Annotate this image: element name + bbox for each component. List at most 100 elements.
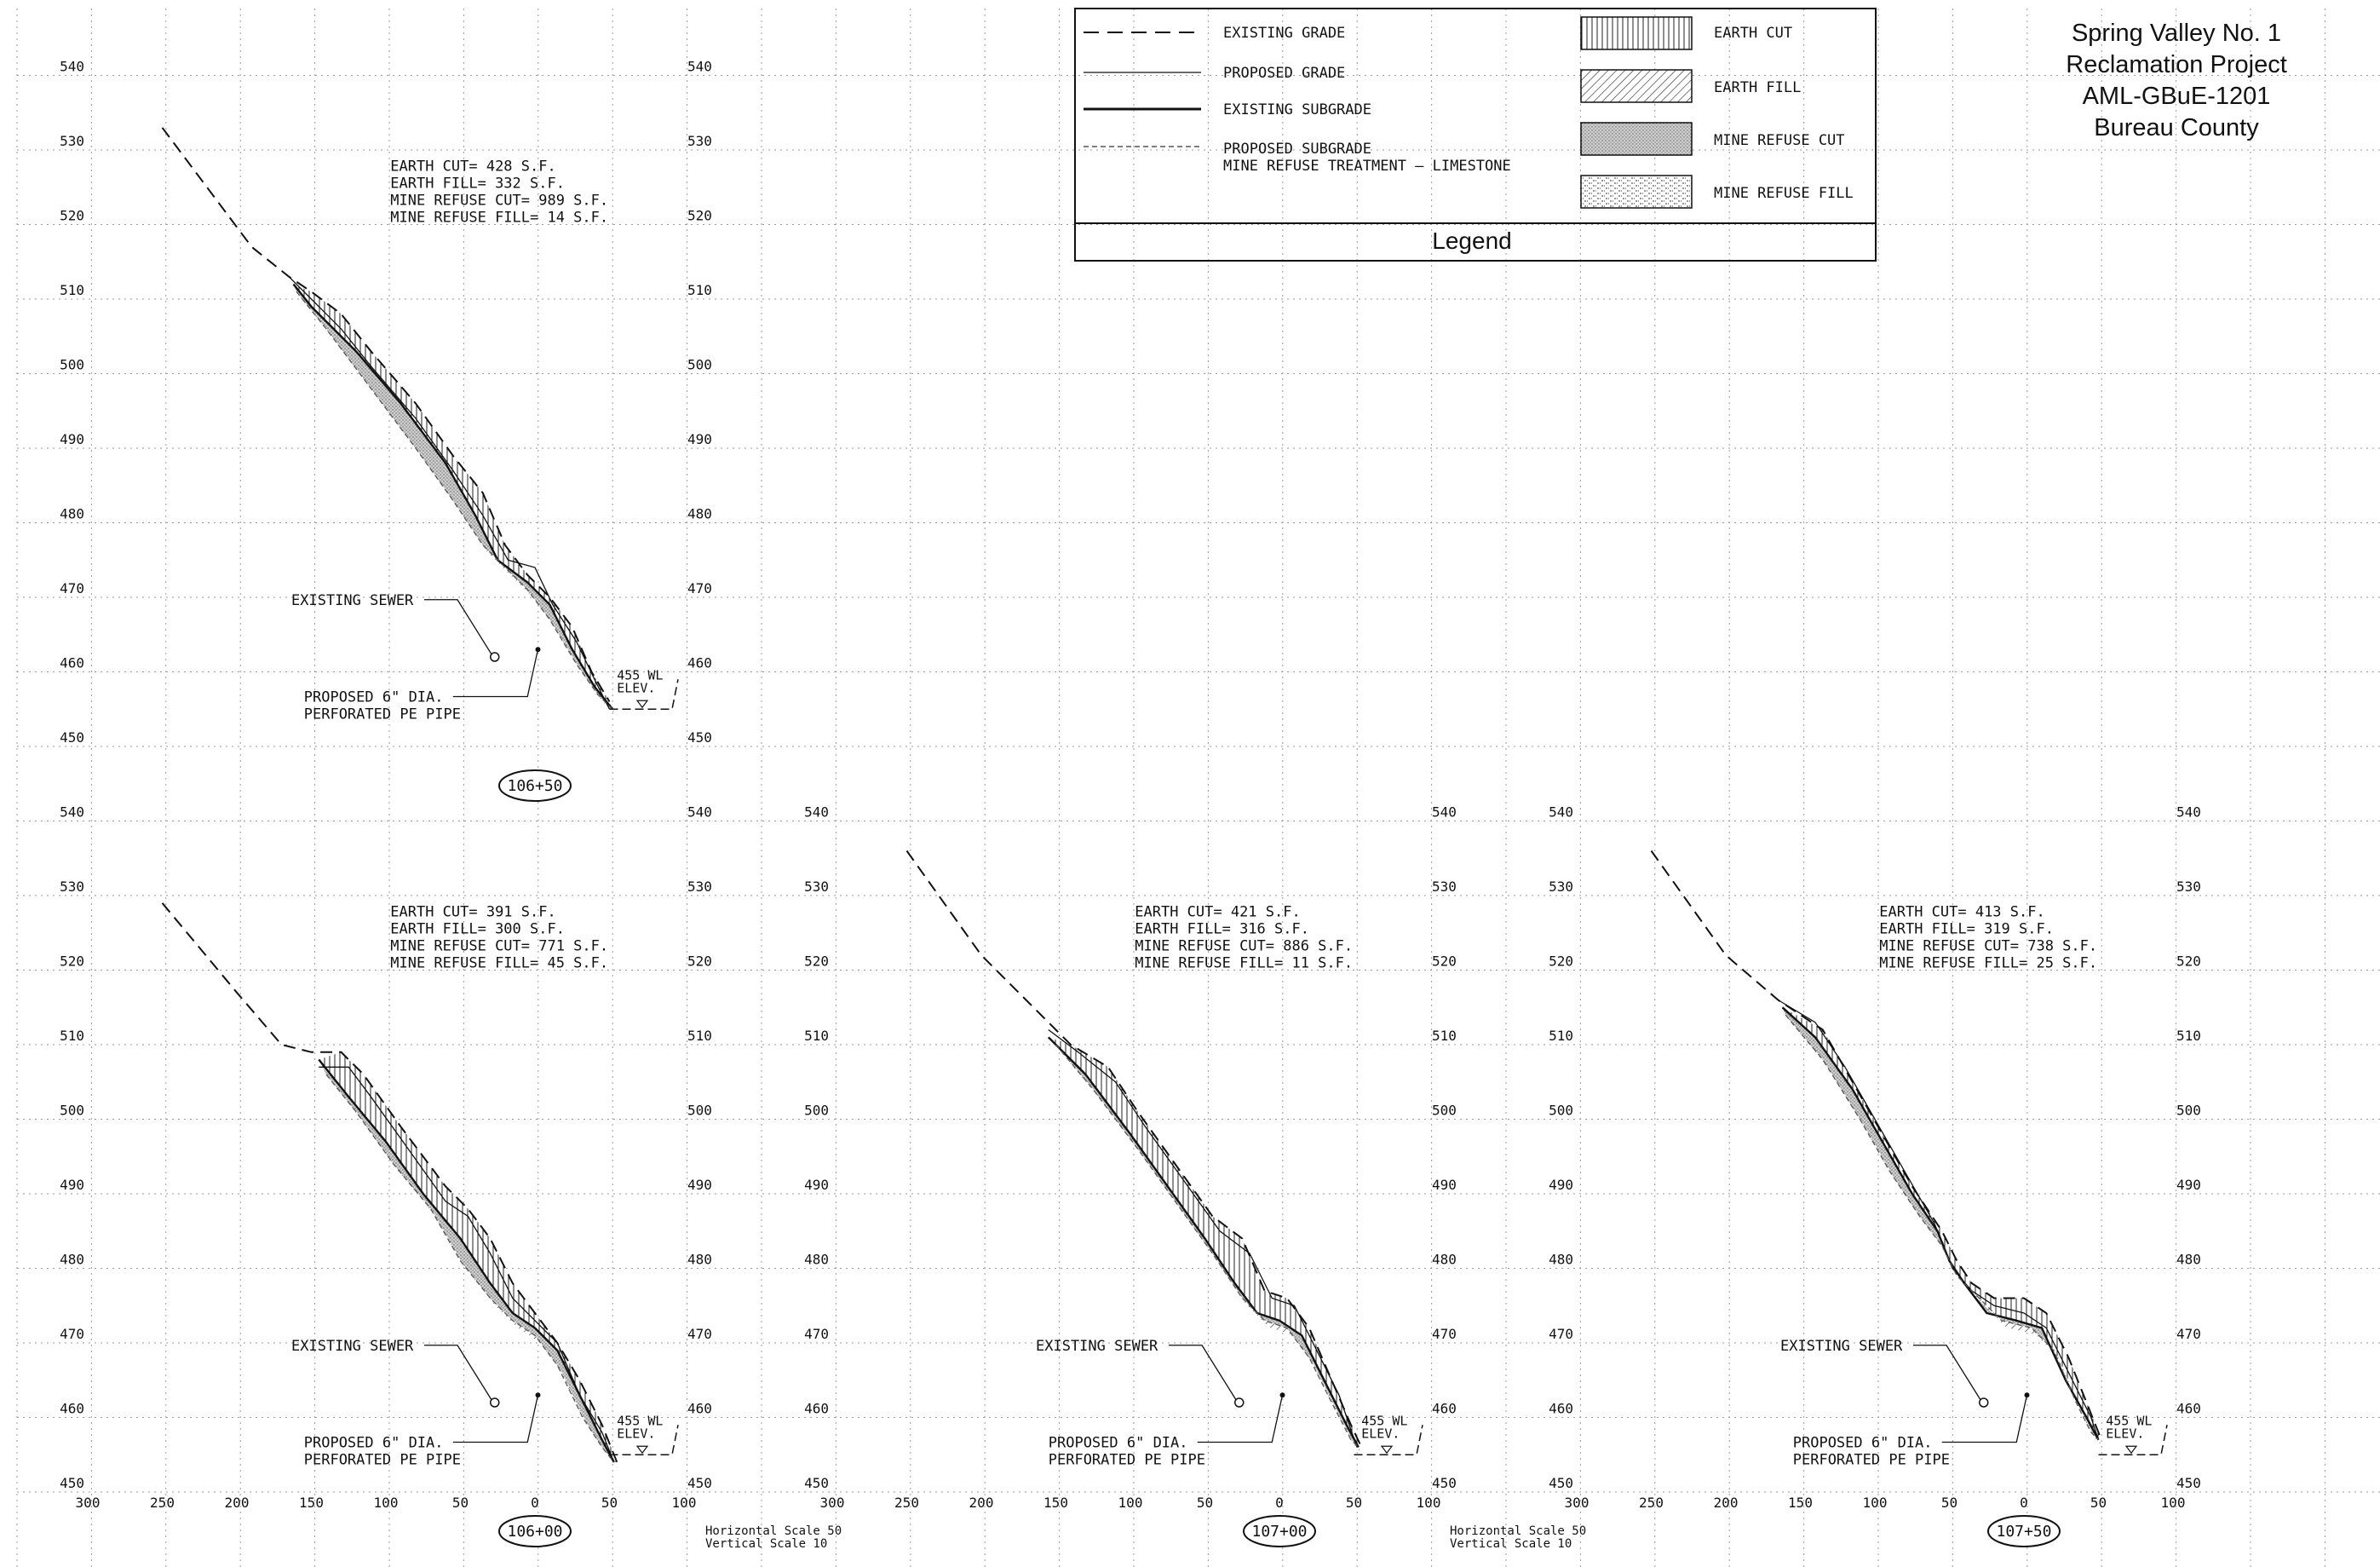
offset-tick-label: 200	[1714, 1495, 1739, 1511]
elevation-tick-label: 450	[1549, 1475, 1573, 1491]
legend-frame	[1074, 8, 1877, 262]
elevation-tick-label: 460	[60, 1401, 84, 1417]
elevation-tick-label: 520	[1432, 953, 1457, 970]
elevation-tick-label: 540	[2176, 804, 2201, 821]
elevation-tick-label: 460	[2176, 1401, 2201, 1417]
existing-grade-line	[905, 850, 1363, 1448]
elevation-tick-label: 540	[1549, 804, 1573, 821]
title-line-3: AML-GBuE-1201	[2083, 83, 2271, 110]
elevation-tick-label: 490	[2176, 1177, 2201, 1193]
water-level-symbol-icon	[635, 1445, 649, 1455]
offset-tick-label: 150	[1043, 1495, 1068, 1511]
mine-refuse-cut-quantity: MINE REFUSE CUT= 771 S.F.	[390, 937, 608, 954]
elevation-tick-label: 500	[1432, 1103, 1457, 1119]
elevation-tick-label: 510	[687, 282, 712, 298]
elevation-tick-label: 450	[2176, 1475, 2201, 1491]
proposed-pipe-label: PROPOSED 6" DIA.	[304, 1435, 444, 1452]
existing-sewer-label: EXISTING SEWER	[291, 592, 414, 609]
offset-tick-label: 0	[531, 1495, 539, 1511]
water-level-line	[609, 679, 679, 710]
elevation-tick-label: 540	[60, 804, 84, 821]
proposed-pipe-marker	[1279, 1392, 1285, 1398]
pipe-leader	[452, 1395, 539, 1443]
elevation-tick-label: 480	[687, 1252, 712, 1268]
existing-sewer-label: EXISTING SEWER	[1036, 1338, 1158, 1355]
elevation-tick-label: 510	[687, 1028, 712, 1044]
pipe-leader	[1197, 1395, 1284, 1443]
vscale-note-1: Vertical Scale 10	[705, 1537, 827, 1551]
earth-cut-area	[319, 1051, 618, 1462]
proposed-pipe-label: PROPOSED 6" DIA.	[304, 689, 444, 706]
station-label: 107+50	[1996, 1523, 2051, 1541]
elevation-tick-label: 530	[1432, 879, 1457, 895]
sewer-leader	[1913, 1345, 1983, 1403]
earth-cut-quantity: EARTH CUT= 428 S.F.	[390, 158, 555, 175]
proposed-pipe-marker	[2024, 1392, 2030, 1398]
elevation-tick-label: 500	[60, 357, 84, 373]
elevation-tick-label: 460	[687, 1401, 712, 1417]
elevation-tick-label: 480	[2176, 1252, 2201, 1268]
earth-fill-area	[1785, 1015, 2103, 1447]
mine-refuse-cut-swatch	[1580, 122, 1693, 156]
existing-subgrade-line	[318, 1058, 615, 1463]
sewer-leader	[424, 599, 494, 658]
elevation-tick-label: 510	[804, 1028, 829, 1044]
proposed-subgrade-line	[296, 291, 613, 710]
elevation-tick-label: 450	[60, 1475, 84, 1491]
elevation-tick-label: 450	[687, 729, 712, 746]
offset-tick-label: 300	[76, 1495, 101, 1511]
elevation-tick-label: 520	[60, 208, 84, 224]
vscale-note-2: Vertical Scale 10	[1450, 1537, 1572, 1551]
elevation-tick-label: 500	[804, 1103, 829, 1119]
proposed-grade-line	[1048, 1028, 1358, 1448]
elevation-tick-label: 520	[60, 953, 84, 970]
station-bubble	[498, 769, 572, 802]
legend-mine-refuse-cut: MINE REFUSE CUT	[1714, 132, 1845, 149]
water-level-label-2: ELEV.	[2106, 1426, 2144, 1441]
proposed-subgrade-line	[1055, 1044, 1360, 1448]
mine-refuse-fill-swatch	[1580, 175, 1693, 209]
elevation-tick-label: 500	[687, 357, 712, 373]
offset-tick-label: 0	[1275, 1495, 1284, 1511]
existing-subgrade-line	[1781, 1006, 2100, 1441]
mine-refuse-cut-quantity: MINE REFUSE CUT= 738 S.F.	[1879, 937, 2097, 954]
elevation-tick-label: 480	[60, 1252, 84, 1268]
water-level-symbol-icon	[1380, 1445, 1394, 1455]
offset-tick-label: 50	[1197, 1495, 1213, 1511]
offset-tick-label: 100	[374, 1495, 399, 1511]
mine-refuse-cut-area	[1048, 1037, 1359, 1448]
elevation-tick-label: 460	[60, 655, 84, 671]
existing-grade-line	[161, 902, 618, 1463]
elevation-tick-label: 490	[687, 431, 712, 447]
elevation-tick-label: 470	[2176, 1326, 2201, 1342]
elevation-tick-label: 540	[804, 804, 829, 821]
elevation-tick-label: 480	[804, 1252, 829, 1268]
proposed-pipe-marker	[535, 647, 541, 653]
elevation-tick-label: 460	[687, 655, 712, 671]
elevation-tick-label: 470	[60, 580, 84, 596]
offset-tick-label: 200	[225, 1495, 250, 1511]
water-level-label: 455 WL	[617, 667, 663, 683]
drawing-grid	[16, 9, 2380, 1567]
earth-fill-quantity: EARTH FILL= 316 S.F.	[1135, 920, 1309, 937]
station-bubble	[1243, 1515, 1316, 1547]
elevation-tick-label: 540	[687, 59, 712, 75]
proposed-pipe-marker	[535, 1392, 541, 1398]
existing-sewer-marker	[490, 652, 500, 662]
elevation-tick-label: 470	[687, 580, 712, 596]
offset-tick-label: 150	[1788, 1495, 1813, 1511]
existing-sewer-marker	[1979, 1397, 1989, 1408]
offset-tick-label: 100	[1863, 1495, 1888, 1511]
elevation-tick-label: 520	[687, 208, 712, 224]
offset-tick-label: 0	[2020, 1495, 2028, 1511]
station-label: 106+50	[507, 777, 562, 795]
elevation-tick-label: 470	[687, 1326, 712, 1342]
mine-refuse-cut-area	[293, 284, 612, 710]
elevation-tick-label: 530	[687, 133, 712, 149]
elevation-tick-label: 520	[687, 953, 712, 970]
offset-tick-label: 100	[2161, 1495, 2186, 1511]
legend-heading: Legend	[1432, 228, 1511, 254]
elevation-tick-label: 500	[1549, 1103, 1573, 1119]
existing-subgrade-line	[292, 283, 613, 711]
